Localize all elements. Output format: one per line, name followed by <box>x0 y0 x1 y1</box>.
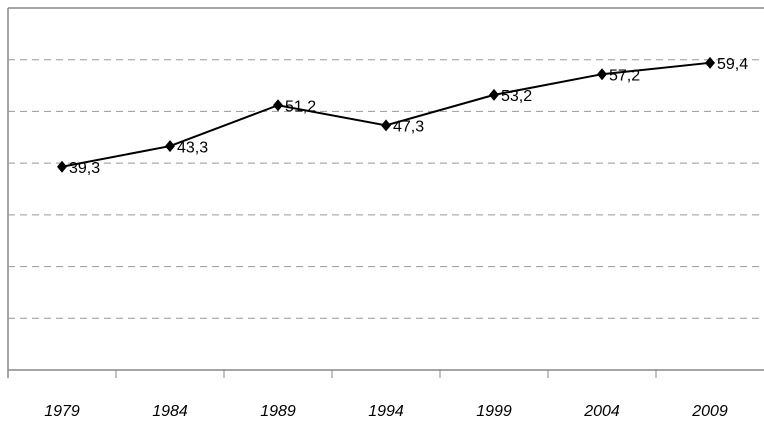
data-label: 43,3 <box>177 139 208 156</box>
marker <box>273 99 283 112</box>
data-label: 51,2 <box>285 98 316 115</box>
x-tick-label: 2004 <box>583 403 620 420</box>
data-label: 59,4 <box>717 56 748 73</box>
marker <box>381 119 391 132</box>
marker <box>57 160 67 173</box>
data-label: 39,3 <box>69 160 100 177</box>
x-tick-label: 1994 <box>368 403 404 420</box>
data-label: 47,3 <box>393 119 424 136</box>
x-tick-label: 1984 <box>152 403 188 420</box>
data-label: 57,2 <box>609 67 640 84</box>
marker <box>705 56 715 69</box>
x-tick-label: 1979 <box>44 403 80 420</box>
x-tick-label: 2009 <box>691 403 728 420</box>
marker <box>489 88 499 101</box>
x-tick-label: 1989 <box>260 403 296 420</box>
marker <box>597 68 607 81</box>
x-tick-label: 1999 <box>476 403 512 420</box>
data-label: 53,2 <box>501 88 532 105</box>
marker <box>165 140 175 153</box>
